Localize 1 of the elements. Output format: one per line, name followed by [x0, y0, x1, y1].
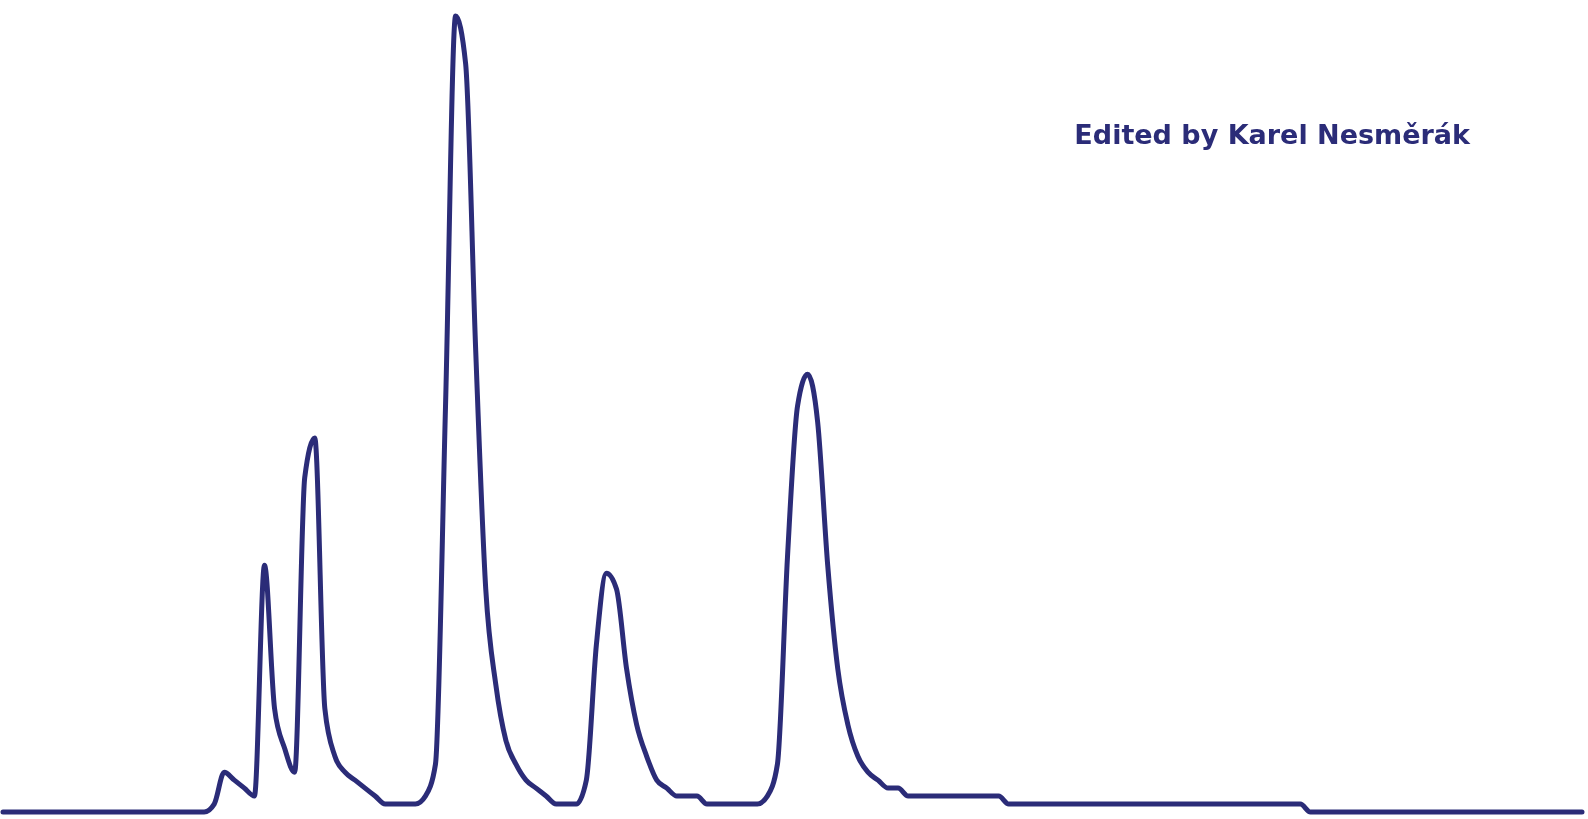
annotation: Edited by Karel Nesměrák	[1074, 119, 1472, 150]
